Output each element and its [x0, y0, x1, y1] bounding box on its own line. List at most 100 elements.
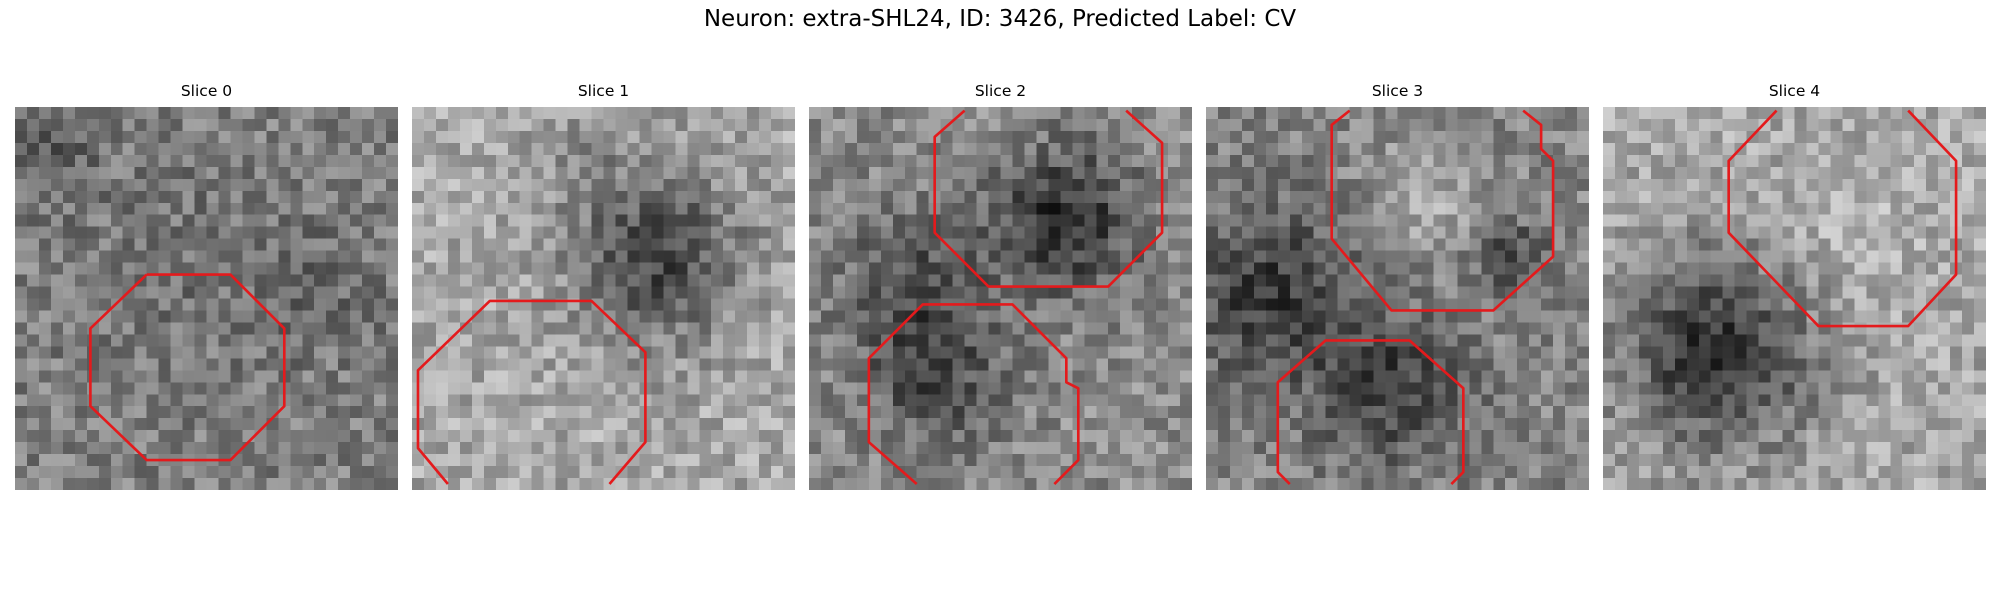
pixel: [1217, 178, 1231, 192]
pixel: [1710, 107, 1723, 120]
pixel: [615, 334, 628, 347]
pixel: [1265, 430, 1279, 443]
pixel: [615, 298, 628, 311]
pixel: [615, 454, 628, 467]
pixel: [1000, 358, 1013, 371]
pixel: [362, 346, 375, 359]
pixel: [386, 262, 398, 275]
pixel: [675, 286, 688, 299]
pixel: [555, 226, 568, 239]
pixel: [122, 346, 135, 359]
pixel: [1830, 394, 1843, 407]
pixel: [1577, 418, 1589, 431]
pixel: [74, 454, 88, 467]
pixel: [519, 107, 532, 120]
pixel: [170, 298, 183, 311]
pixel: [1650, 334, 1664, 347]
pixel: [386, 310, 398, 323]
pixel: [194, 382, 207, 395]
pixel: [423, 322, 437, 335]
pixel: [471, 154, 485, 168]
pixel: [723, 454, 736, 467]
pixel: [1373, 107, 1386, 120]
pixel: [483, 406, 497, 419]
pixel: [964, 310, 977, 323]
pixel: [1433, 142, 1446, 156]
pixel: [1866, 322, 1879, 335]
pixel: [1144, 226, 1157, 239]
pixel: [651, 418, 664, 431]
pixel: [1036, 478, 1049, 490]
pixel: [1529, 226, 1542, 239]
pixel: [1806, 130, 1819, 144]
pixel: [1926, 190, 1939, 203]
pixel: [1206, 118, 1219, 132]
pixel: [1072, 310, 1085, 323]
pixel: [1349, 274, 1362, 287]
pixel: [856, 322, 870, 335]
pixel: [507, 370, 520, 383]
pixel: [1481, 298, 1494, 311]
pixel: [242, 478, 255, 490]
pixel: [26, 226, 40, 239]
pixel: [675, 454, 688, 467]
pixel: [687, 358, 700, 371]
pixel: [1626, 406, 1640, 419]
pixel: [1325, 298, 1338, 311]
pixel: [423, 166, 437, 180]
pixel: [1457, 370, 1470, 383]
pixel: [206, 322, 219, 335]
pixel: [1818, 107, 1831, 120]
pixel: [663, 190, 676, 203]
pixel: [1180, 346, 1192, 359]
pixel: [675, 226, 688, 239]
pixel: [1854, 334, 1867, 347]
pixel: [940, 190, 953, 203]
pixel: [254, 118, 267, 132]
pixel: [1156, 334, 1169, 347]
pixel: [1036, 454, 1049, 467]
pixel: [591, 370, 604, 383]
pixel: [904, 454, 917, 467]
pixel: [1397, 406, 1410, 419]
pixel: [412, 226, 425, 239]
pixel: [1638, 334, 1652, 347]
pixel: [651, 214, 664, 227]
pixel: [820, 166, 834, 180]
pixel: [928, 322, 941, 335]
pixel: [1758, 274, 1771, 287]
pixel: [892, 274, 905, 287]
pixel: [759, 238, 772, 251]
pixel: [314, 226, 327, 239]
pixel: [290, 226, 303, 239]
pixel: [194, 430, 207, 443]
pixel: [1890, 358, 1903, 371]
pixel: [1662, 298, 1676, 311]
pixel: [1433, 178, 1446, 192]
pixel: [820, 454, 834, 467]
pixel: [1734, 346, 1747, 359]
pixel: [1626, 250, 1640, 263]
pixel: [1060, 166, 1073, 180]
pixel: [158, 107, 171, 120]
pixel: [1217, 190, 1231, 203]
pixel: [1806, 274, 1819, 287]
pixel: [519, 406, 532, 419]
pixel: [567, 202, 580, 215]
pixel: [1313, 406, 1326, 419]
pixel: [880, 250, 894, 263]
pixel: [1541, 406, 1554, 419]
pixel: [555, 262, 568, 275]
pixel: [832, 298, 846, 311]
pixel: [15, 298, 28, 311]
pixel: [1469, 178, 1482, 192]
pixel: [134, 298, 147, 311]
pixel: [1313, 238, 1326, 251]
pixel: [1686, 274, 1699, 287]
pixel: [1144, 166, 1157, 180]
pixel: [74, 286, 88, 299]
pixel: [1313, 442, 1326, 455]
pixel: [62, 166, 76, 180]
pixel: [892, 430, 905, 443]
pixel: [1072, 118, 1085, 132]
